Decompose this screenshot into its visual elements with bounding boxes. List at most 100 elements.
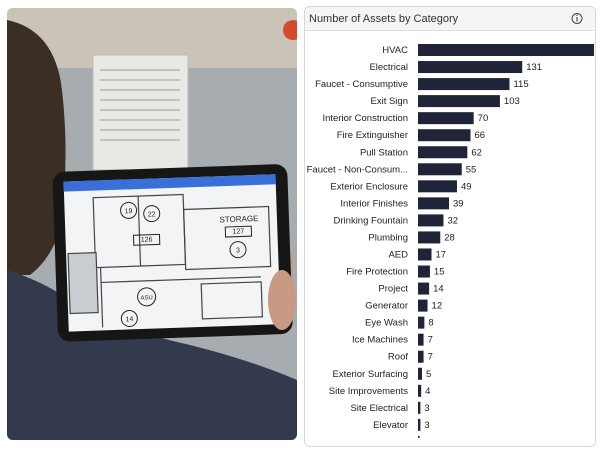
data-label: 115 [513, 79, 528, 90]
data-label: 8 [428, 318, 433, 329]
category-label: Ice Machines [352, 335, 408, 346]
category-label: Foundation [360, 437, 408, 448]
panel-header [305, 7, 595, 30]
bar [418, 418, 421, 431]
category-label: Interior Finishes [340, 198, 408, 209]
tablet-screen [63, 174, 281, 332]
category-label: Faucet - Non-Consum... [307, 164, 408, 175]
category-label: Exit Sign [371, 96, 409, 107]
marker-label: 14 [125, 316, 133, 323]
bar [418, 282, 430, 295]
notice-board [92, 54, 189, 171]
bar [418, 78, 510, 91]
marker [229, 241, 247, 259]
data-label: 32 [447, 215, 458, 226]
data-label: 7 [428, 352, 433, 363]
marker-label: 3 [236, 247, 240, 254]
bar [418, 401, 421, 414]
data-label: 49 [461, 181, 472, 192]
marker-label: 22 [148, 211, 156, 218]
bar [418, 44, 594, 56]
category-label: Exterior Surfacing [332, 369, 408, 380]
category-label: Site Improvements [329, 386, 408, 397]
marker [143, 205, 161, 223]
data-label: 3 [424, 403, 429, 414]
bar [418, 146, 468, 159]
data-label: 62 [471, 147, 482, 158]
category-label: Electrical [369, 62, 408, 73]
room-box [132, 233, 161, 246]
fingers [268, 270, 296, 330]
bar [418, 384, 422, 397]
category-label: Faucet - Consumptive [315, 79, 408, 90]
bar [418, 214, 444, 227]
data-label: 39 [453, 198, 464, 209]
category-label: AED [388, 249, 408, 260]
data-label: 131 [526, 62, 542, 73]
marker [137, 287, 157, 307]
info-icon[interactable] [571, 13, 583, 24]
marker-label: ASU [140, 295, 153, 301]
bar [418, 129, 471, 142]
data-label: 2 [424, 437, 429, 448]
chart-title: Number of Assets by Category [309, 13, 459, 25]
category-label: Eye Wash [365, 318, 408, 329]
category-label: Generator [365, 301, 408, 312]
bar [418, 299, 428, 312]
category-label: Fire Protection [346, 267, 408, 278]
marker [120, 309, 138, 327]
category-label: Site Electrical [350, 403, 408, 414]
category-label: Plumbing [368, 232, 408, 243]
room-number: 127 [232, 228, 244, 235]
data-label: 28 [444, 232, 455, 243]
category-label: Project [378, 284, 408, 295]
category-label: Elevator [373, 420, 408, 431]
bar [418, 95, 500, 108]
panel [304, 6, 596, 447]
category-label: Drinking Fountain [334, 215, 408, 226]
category-label: Pull Station [360, 147, 408, 158]
notice-lines [100, 69, 180, 141]
room-number: 126 [141, 236, 153, 243]
tablet-bar [63, 174, 276, 192]
bar [418, 231, 441, 244]
data-label: 70 [478, 113, 489, 124]
data-label: 15 [434, 267, 445, 278]
data-label: 55 [466, 164, 477, 175]
data-label: 66 [475, 130, 486, 141]
marker-label: 19 [125, 208, 133, 215]
photo: STORAGE 127 126 19 22 3 14 ASU [7, 8, 297, 440]
bar [418, 350, 424, 363]
data-label: 14 [433, 284, 444, 295]
bar [418, 180, 457, 193]
category-label: Fire Extinguisher [337, 130, 408, 141]
floor-plan [67, 193, 272, 328]
bar [418, 61, 523, 74]
room-box [224, 225, 253, 238]
tablet: STORAGE 127 126 19 22 3 14 ASU [52, 164, 293, 342]
room-label: STORAGE [219, 214, 258, 224]
data-label: 3 [424, 420, 429, 431]
bar [418, 265, 430, 278]
marker [120, 201, 138, 219]
category-label: Interior Construction [322, 113, 408, 124]
bar [418, 435, 420, 438]
data-label: 4 [425, 386, 430, 397]
bar [418, 333, 424, 346]
hair [7, 20, 66, 275]
data-label: 7 [428, 335, 433, 346]
plot: HVAC230Electrical131Faucet - Consumptive… [307, 44, 594, 448]
data-label: 103 [504, 96, 520, 107]
data-label: 5 [426, 369, 431, 380]
bar [418, 163, 462, 176]
red-sign [283, 20, 297, 40]
data-label: 17 [436, 249, 447, 260]
category-label: Exterior Enclosure [330, 181, 408, 192]
bar [418, 197, 450, 210]
bar [418, 112, 474, 125]
bar [418, 367, 422, 380]
data-label: 12 [432, 301, 443, 312]
category-label: Roof [388, 352, 408, 363]
